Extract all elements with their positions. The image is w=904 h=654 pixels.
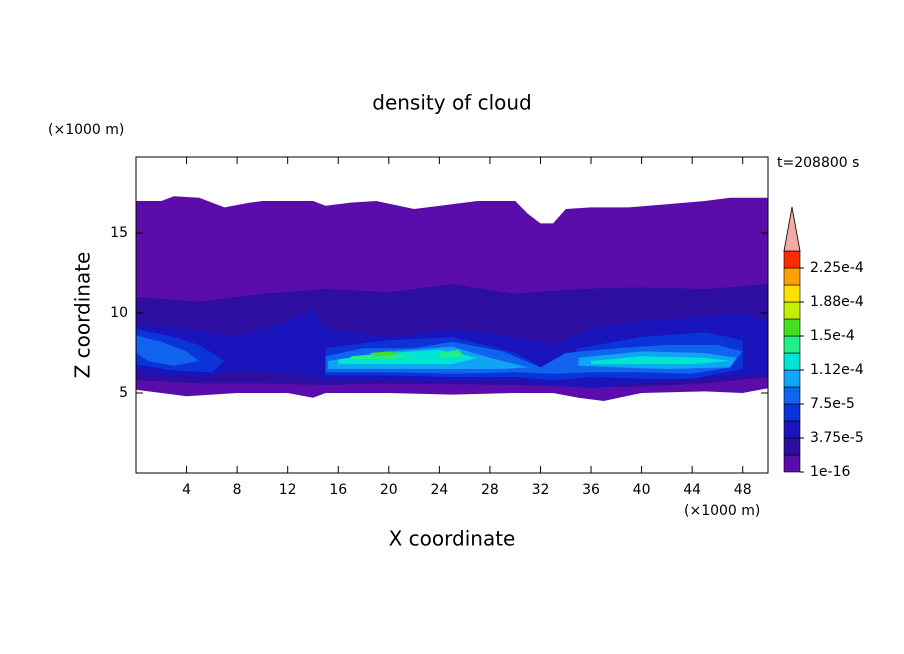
colorbar-box xyxy=(783,420,801,439)
colorbar-label: 7.5e-5 xyxy=(810,396,855,412)
x-tick-label: 36 xyxy=(582,482,600,498)
colorbar-label: 1.88e-4 xyxy=(810,294,864,310)
colorbar-box xyxy=(783,386,801,405)
colorbar-label: 2.25e-4 xyxy=(810,260,864,276)
contour-field xyxy=(136,196,768,401)
y-tick-label: 10 xyxy=(110,305,128,321)
colorbar-box xyxy=(783,250,801,269)
y-unit: (×1000 m) xyxy=(48,122,124,138)
colorbar-box xyxy=(783,437,801,456)
x-tick-label: 40 xyxy=(633,482,651,498)
colorbar-label: 1.12e-4 xyxy=(810,362,864,378)
colorbar-box xyxy=(783,352,801,371)
x-tick-label: 24 xyxy=(430,482,448,498)
contour-region xyxy=(591,356,731,365)
x-tick-label: 32 xyxy=(532,482,550,498)
colorbar-box xyxy=(783,301,801,320)
x-tick-label: 20 xyxy=(380,482,398,498)
x-tick-label: 4 xyxy=(182,482,191,498)
axes: 4 8 12 16 20 24 28 32 36 40 44 48510151e-163.75e-57… xyxy=(110,156,864,498)
y-tick-label: 5 xyxy=(119,385,128,401)
colorbar-box xyxy=(783,454,801,473)
x-tick-label: 8 xyxy=(233,482,242,498)
colorbar-box xyxy=(783,267,801,286)
x-tick-label: 12 xyxy=(279,482,297,498)
plot-frame xyxy=(135,156,769,474)
chart-title: density of cloud xyxy=(372,91,531,115)
colorbar-box xyxy=(783,369,801,388)
colorbar-label: 1e-16 xyxy=(810,464,850,480)
y-axis-label: Z coordinate xyxy=(71,252,95,379)
x-tick-label: 44 xyxy=(683,482,701,498)
colorbar-label: 3.75e-5 xyxy=(810,430,864,446)
contour-region xyxy=(369,351,402,357)
x-tick-label: 16 xyxy=(329,482,347,498)
x-tick-label: 48 xyxy=(734,482,752,498)
colorbar-box xyxy=(783,284,801,303)
colorbar-extend xyxy=(783,206,801,252)
x-axis-label: X coordinate xyxy=(389,527,516,551)
contour-region xyxy=(136,335,200,366)
colorbar-label: 1.5e-4 xyxy=(810,328,855,344)
colorbar-box xyxy=(783,318,801,337)
time-label: t=208800 s xyxy=(777,155,859,171)
contour-region xyxy=(439,349,465,358)
x-unit: (×1000 m) xyxy=(684,503,760,519)
colorbar-box xyxy=(783,335,801,354)
x-tick-label: 28 xyxy=(481,482,499,498)
colorbar-box xyxy=(783,403,801,422)
y-tick-label: 15 xyxy=(110,225,128,241)
